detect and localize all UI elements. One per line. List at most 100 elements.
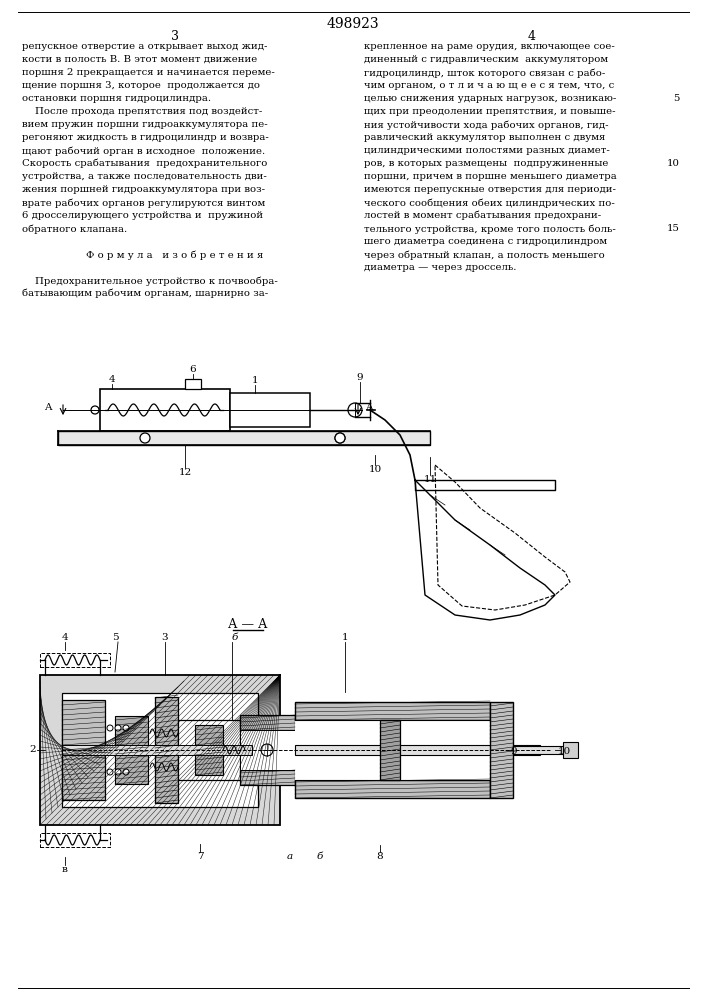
Text: 1: 1 — [252, 376, 258, 385]
Bar — [295, 702, 490, 720]
Text: 3: 3 — [162, 633, 168, 642]
Circle shape — [91, 406, 99, 414]
Text: чим органом, о т л и ч а ю щ е е с я тем, что, с: чим органом, о т л и ч а ю щ е е с я тем… — [364, 81, 614, 90]
Text: 15: 15 — [667, 224, 680, 233]
Text: 498923: 498923 — [327, 17, 380, 31]
Text: в: в — [62, 865, 68, 874]
Text: вием пружин поршни гидроаккумулятора пе-: вием пружин поршни гидроаккумулятора пе- — [22, 120, 268, 129]
Bar — [513, 746, 563, 754]
Circle shape — [107, 769, 113, 775]
Bar — [115, 716, 148, 750]
Bar — [240, 770, 295, 785]
Bar — [563, 742, 578, 758]
Text: 7: 7 — [197, 852, 204, 861]
Text: цилиндрическими полостями разных диамет-: цилиндрическими полостями разных диамет- — [364, 146, 609, 155]
Bar — [490, 702, 513, 798]
Text: 5: 5 — [674, 94, 680, 103]
Text: крепленное на раме орудия, включающее сое-: крепленное на раме орудия, включающее со… — [364, 42, 615, 51]
Text: 4: 4 — [528, 30, 536, 43]
Text: имеются перепускные отверстия для периоди-: имеются перепускные отверстия для период… — [364, 185, 616, 194]
Circle shape — [107, 725, 113, 731]
Text: 6 дросселирующего устройства и  пружиной: 6 дросселирующего устройства и пружиной — [22, 211, 263, 220]
Circle shape — [348, 403, 362, 417]
Text: тельного устройства, кроме того полость боль-: тельного устройства, кроме того полость … — [364, 224, 616, 233]
Circle shape — [335, 433, 345, 443]
Text: щают рабочий орган в исходное  положение.: щают рабочий орган в исходное положение. — [22, 146, 265, 155]
Bar — [230, 393, 310, 427]
Text: А — А: А — А — [228, 618, 268, 631]
Text: 4: 4 — [109, 375, 115, 384]
Text: шего диаметра соединена с гидроцилиндром: шего диаметра соединена с гидроцилиндром — [364, 237, 607, 246]
Text: ния устойчивости хода рабочих органов, гид-: ния устойчивости хода рабочих органов, г… — [364, 120, 609, 129]
Circle shape — [115, 769, 121, 775]
Text: остановки поршня гидроцилиндра.: остановки поршня гидроцилиндра. — [22, 94, 211, 103]
Bar — [185, 379, 201, 389]
Text: жения поршней гидроаккумулятора при воз-: жения поршней гидроаккумулятора при воз- — [22, 185, 265, 194]
Bar — [62, 693, 258, 807]
Text: диненный с гидравлическим  аккумулятором: диненный с гидравлическим аккумулятором — [364, 55, 608, 64]
Text: Скорость срабатывания  предохранительного: Скорость срабатывания предохранительного — [22, 159, 267, 168]
Circle shape — [163, 746, 170, 754]
Bar — [40, 675, 280, 825]
Text: ров, в которых размещены  подпружиненные: ров, в которых размещены подпружиненные — [364, 159, 609, 168]
Text: 10: 10 — [667, 159, 680, 168]
Text: A: A — [365, 402, 373, 412]
Text: 9: 9 — [510, 748, 517, 756]
Text: 5: 5 — [112, 633, 118, 642]
Text: равлический аккумулятор выполнен с двумя: равлический аккумулятор выполнен с двумя — [364, 133, 605, 142]
Text: 4: 4 — [62, 633, 69, 642]
Circle shape — [123, 769, 129, 775]
Bar — [240, 715, 295, 730]
Text: диаметра — через дроссель.: диаметра — через дроссель. — [364, 263, 517, 272]
Text: обратного клапана.: обратного клапана. — [22, 224, 127, 233]
Text: целью снижения ударных нагрузок, возникаю-: целью снижения ударных нагрузок, возника… — [364, 94, 617, 103]
Text: Ф о р м у л а   и з о б р е т е н и я: Ф о р м у л а и з о б р е т е н и я — [86, 250, 264, 259]
Text: регоняют жидкость в гидроцилиндр и возвра-: регоняют жидкость в гидроцилиндр и возвр… — [22, 133, 269, 142]
Text: репускное отверстие a открывает выход жид-: репускное отверстие a открывает выход жи… — [22, 42, 267, 51]
Bar — [58, 431, 430, 445]
Circle shape — [115, 725, 121, 731]
Bar — [380, 720, 400, 780]
Circle shape — [335, 433, 345, 443]
Text: 11: 11 — [423, 475, 437, 484]
Text: A: A — [45, 402, 52, 412]
Text: 10: 10 — [368, 465, 382, 474]
Bar — [155, 697, 178, 803]
Bar — [40, 653, 110, 667]
Text: 3: 3 — [171, 30, 179, 43]
Text: поршня 2 прекращается и начинается переме-: поршня 2 прекращается и начинается перем… — [22, 68, 275, 77]
Text: батывающим рабочим органам, шарнирно за-: батывающим рабочим органам, шарнирно за- — [22, 289, 268, 298]
Text: щение поршня 3, которое  продолжается до: щение поршня 3, которое продолжается до — [22, 81, 260, 90]
Text: 10: 10 — [558, 748, 571, 756]
Text: врате рабочих органов регулируются винтом: врате рабочих органов регулируются винто… — [22, 198, 265, 208]
Text: б: б — [317, 852, 323, 861]
Bar — [62, 700, 105, 800]
Bar — [195, 725, 223, 775]
Text: б: б — [232, 633, 238, 642]
Circle shape — [123, 725, 129, 731]
Bar — [240, 730, 295, 770]
Text: 8: 8 — [377, 852, 383, 861]
Circle shape — [261, 744, 273, 756]
Text: устройства, а также последовательность дви-: устройства, а также последовательность д… — [22, 172, 267, 181]
Text: 6: 6 — [189, 365, 197, 374]
Bar — [295, 745, 540, 755]
Bar — [295, 780, 490, 798]
Bar — [40, 833, 110, 847]
Text: Предохранительное устройство к почвообра-: Предохранительное устройство к почвообра… — [22, 276, 278, 286]
Text: ческого сообщения обеих цилиндрических по-: ческого сообщения обеих цилиндрических п… — [364, 198, 615, 208]
Text: 12: 12 — [178, 468, 192, 477]
Bar — [295, 720, 490, 780]
Circle shape — [140, 433, 150, 443]
Text: через обратный клапан, а полость меньшего: через обратный клапан, а полость меньшег… — [364, 250, 604, 259]
Text: 2: 2 — [30, 746, 36, 754]
Text: 9: 9 — [357, 373, 363, 382]
Text: лостей в момент срабатывания предохрани-: лостей в момент срабатывания предохрани- — [364, 211, 601, 221]
Text: гидроцилиндр, шток которого связан с рабо-: гидроцилиндр, шток которого связан с раб… — [364, 68, 605, 78]
Bar — [115, 750, 148, 784]
Text: поршни, причем в поршне меньшего диаметра: поршни, причем в поршне меньшего диаметр… — [364, 172, 617, 181]
Bar — [62, 745, 252, 755]
Text: После прохода препятствия под воздейст-: После прохода препятствия под воздейст- — [22, 107, 262, 116]
Bar — [100, 389, 230, 431]
Bar — [178, 720, 240, 780]
